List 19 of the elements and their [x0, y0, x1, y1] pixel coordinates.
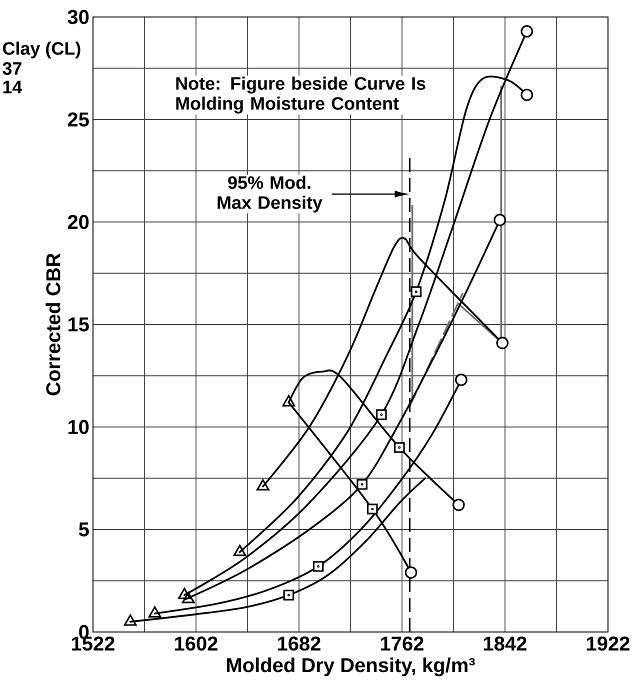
y-axis-title: Corrected CBR [46, 253, 60, 396]
text: Clay (CL) [2, 42, 80, 58]
y-tick-label: 25 [68, 112, 89, 127]
y-tick-label: 10 [68, 420, 89, 434]
ref-line-label: 95% Mod. Max Density [218, 176, 322, 213]
y-tick-label: 15 [68, 318, 89, 332]
y-tick-label: 5 [78, 522, 89, 536]
annotation: Note: Figure beside Curve Is Molding Moisture Content [176, 76, 426, 114]
x-tick-label: 1602 [175, 636, 218, 651]
y-tick-label: 30 [68, 10, 89, 24]
text: 37 [2, 62, 22, 75]
text: 14 [3, 80, 22, 94]
x-tick-label: 1522 [72, 636, 114, 651]
x-tick-label: 1842 [484, 636, 526, 651]
x-tick-label: 1682 [278, 636, 320, 651]
x-axis-title: Molded Dry Density, kg/m³ [226, 658, 475, 676]
y-tick-label: 20 [68, 214, 89, 230]
x-tick-label: 1922 [586, 636, 630, 651]
x-tick-label: 1762 [381, 636, 424, 651]
